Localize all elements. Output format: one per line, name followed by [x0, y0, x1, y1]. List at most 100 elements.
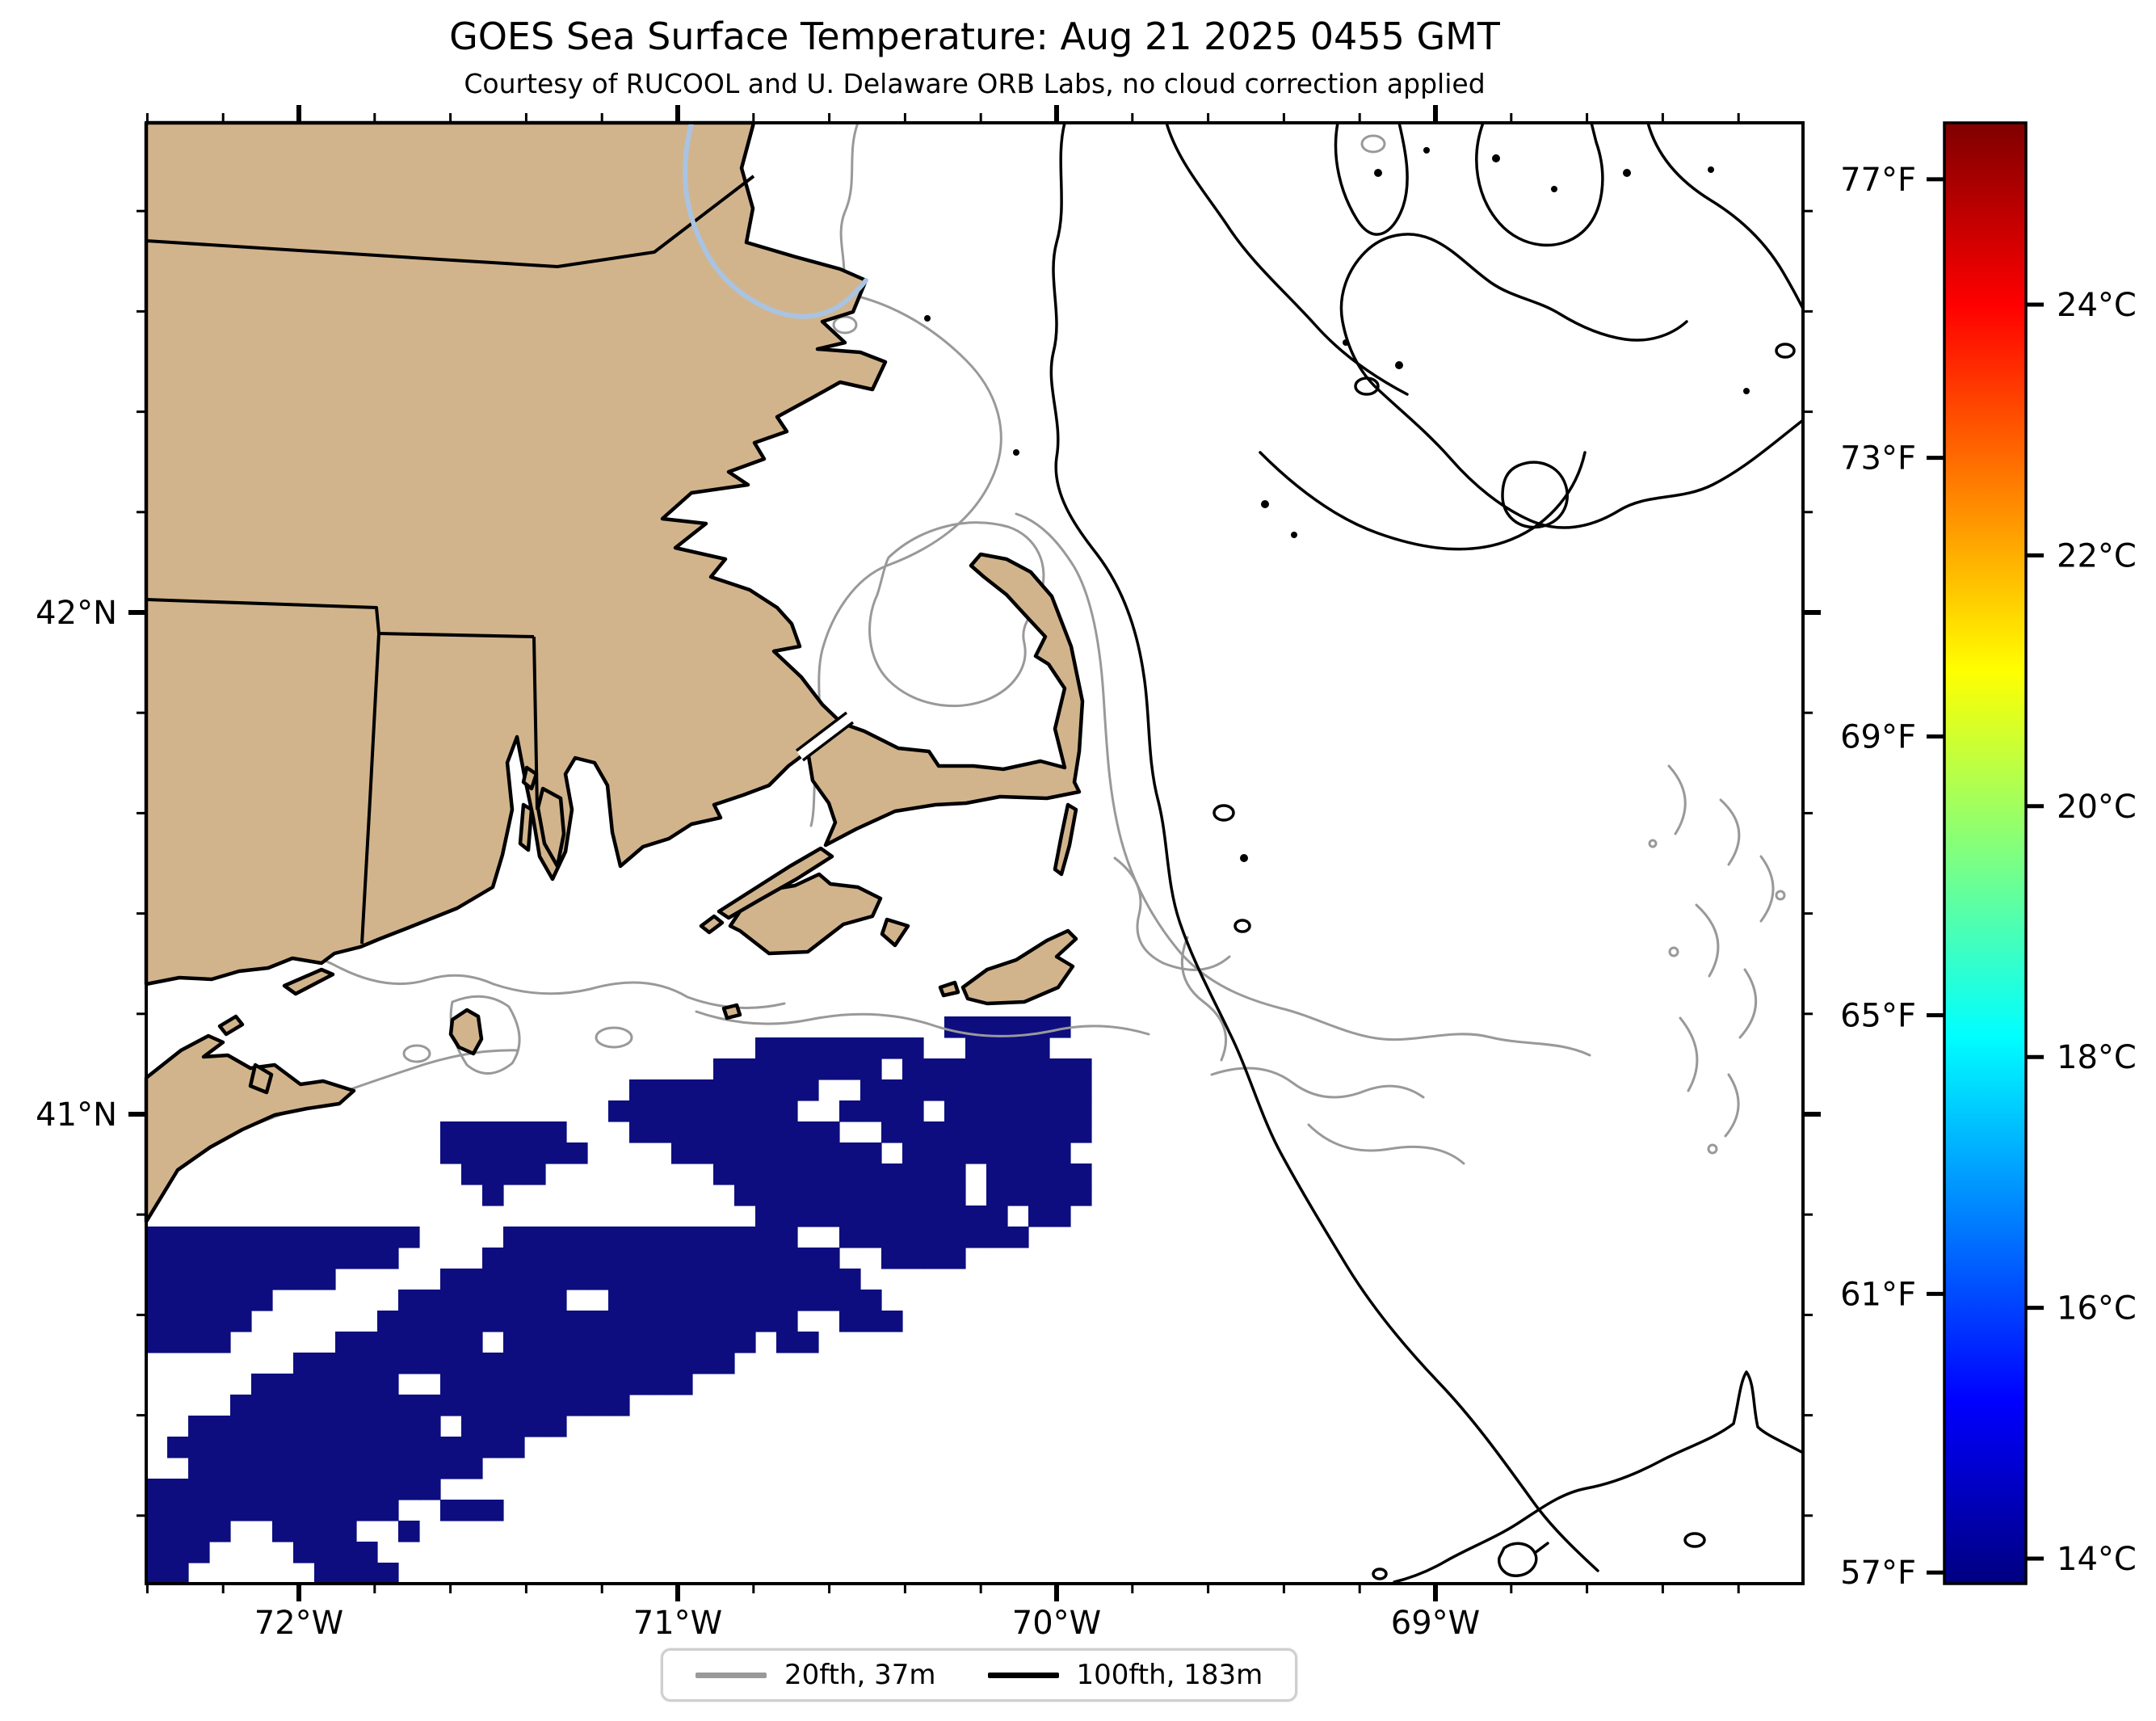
sst-cell — [1070, 1163, 1092, 1185]
sst-cell — [671, 1290, 693, 1311]
state-borders — [145, 175, 755, 945]
sst-cell — [902, 1185, 924, 1206]
sst-cell — [839, 1227, 861, 1248]
sst-cell — [881, 1311, 903, 1332]
sst-cell — [566, 1332, 588, 1353]
sst-cell — [671, 1374, 693, 1395]
sst-cell — [797, 1142, 819, 1164]
bathymetry-contour-100fth — [1049, 121, 1805, 1584]
sst-cell — [209, 1227, 231, 1248]
sst-cell — [944, 1121, 966, 1143]
sst-cell — [671, 1311, 693, 1332]
axis-tick-labels: 72°W 71°W 70°W 69°W 42°N 41°N — [36, 595, 1480, 1642]
sst-cell — [608, 1290, 630, 1311]
sst-cell — [1070, 1100, 1092, 1122]
colorbar-fahrenheit-label: 69°F — [1840, 719, 1916, 756]
sst-cell — [440, 1374, 462, 1395]
sst-cell — [944, 1248, 966, 1269]
sst-cell — [398, 1227, 420, 1248]
sst-cell — [650, 1311, 672, 1332]
sst-cell — [503, 1437, 525, 1458]
sst-cell — [503, 1121, 525, 1143]
sst-cell — [293, 1248, 315, 1269]
sst-cell — [440, 1332, 462, 1353]
sst-cell — [713, 1227, 735, 1248]
sst-cell — [272, 1269, 294, 1290]
sst-cell — [167, 1332, 189, 1353]
sst-cell — [482, 1374, 504, 1395]
chart-title: GOES Sea Surface Temperature: Aug 21 202… — [449, 15, 1500, 58]
sst-cell — [293, 1521, 315, 1542]
border-ma-ct — [145, 598, 535, 638]
sst-cell — [650, 1290, 672, 1311]
sst-cell — [293, 1437, 315, 1458]
sst-cell — [314, 1458, 336, 1479]
colorbar-celsius-label: 24°C — [2057, 287, 2137, 324]
sst-cell — [692, 1353, 714, 1374]
sst-cell — [587, 1248, 609, 1269]
sst-cell — [146, 1311, 168, 1332]
fishers-island — [282, 967, 335, 996]
sst-cell — [818, 1206, 840, 1227]
sst-cell — [461, 1142, 483, 1164]
sst-cell — [503, 1227, 525, 1248]
sst-cell — [629, 1332, 651, 1353]
sst-cell — [902, 1206, 924, 1227]
sst-cell — [608, 1311, 630, 1332]
sst-cell — [923, 1163, 945, 1185]
sst-cell — [482, 1142, 504, 1164]
sst-cell — [419, 1353, 441, 1374]
sst-cell — [209, 1311, 231, 1332]
sst-cell — [524, 1290, 546, 1311]
sst-cell — [377, 1311, 399, 1332]
sst-cell — [524, 1311, 546, 1332]
legend: 20fth, 37m 100fth, 183m — [661, 1648, 1298, 1702]
sst-cell — [398, 1437, 420, 1458]
sst-cell — [272, 1395, 294, 1416]
sst-cell — [1007, 1142, 1029, 1164]
border-nh-ma — [145, 175, 755, 268]
sst-cell — [776, 1121, 798, 1143]
sst-cell — [209, 1416, 231, 1437]
sst-cell — [167, 1542, 189, 1563]
tuckernuck-islet — [938, 980, 960, 998]
sst-cell — [587, 1269, 609, 1290]
sst-cell — [776, 1248, 798, 1269]
sst-cell — [1049, 1100, 1071, 1122]
sst-cell — [713, 1121, 735, 1143]
sst-cell — [629, 1311, 651, 1332]
sst-cell — [209, 1269, 231, 1290]
sst-cell — [503, 1248, 525, 1269]
sst-cell — [566, 1248, 588, 1269]
sst-cell — [692, 1311, 714, 1332]
sst-cell — [944, 1185, 966, 1206]
sst-pixel-grid — [146, 1016, 1092, 1584]
sst-cell — [482, 1185, 504, 1206]
sst-cell — [461, 1416, 483, 1437]
sst-cell — [524, 1332, 546, 1353]
sst-cell — [293, 1479, 315, 1500]
sst-cell — [188, 1437, 210, 1458]
sst-cell — [335, 1332, 357, 1353]
sst-cell — [650, 1269, 672, 1290]
sst-cell — [335, 1416, 357, 1437]
sst-cell — [503, 1374, 525, 1395]
sst-cell — [377, 1332, 399, 1353]
sst-cell — [209, 1437, 231, 1458]
sst-cell — [818, 1290, 840, 1311]
sst-cell — [860, 1185, 882, 1206]
sst-cell — [461, 1500, 483, 1521]
sst-cell — [188, 1479, 210, 1500]
sst-cell — [524, 1142, 546, 1164]
sst-cell — [293, 1500, 315, 1521]
sst-cell — [545, 1269, 567, 1290]
sst-cell — [671, 1248, 693, 1269]
sst-cell — [461, 1395, 483, 1416]
sst-cell — [713, 1100, 735, 1122]
cape-cod-canal — [795, 711, 855, 762]
sst-cell — [1007, 1121, 1029, 1143]
sst-cell — [356, 1500, 378, 1521]
sst-cell — [272, 1248, 294, 1269]
sst-cell — [881, 1206, 903, 1227]
sst-cell — [776, 1332, 798, 1353]
